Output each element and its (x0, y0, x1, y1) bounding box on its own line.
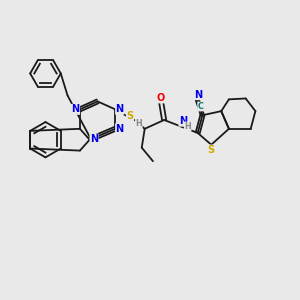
Text: N: N (194, 90, 202, 100)
Text: N: N (71, 104, 80, 114)
Text: O: O (157, 93, 165, 103)
Text: C: C (198, 102, 204, 111)
Text: S: S (126, 111, 134, 121)
Text: N: N (116, 104, 124, 114)
Text: H: H (184, 122, 191, 131)
Text: N: N (90, 134, 98, 144)
Text: H: H (135, 119, 142, 128)
Text: N: N (116, 124, 124, 134)
Text: N: N (179, 116, 187, 126)
Text: S: S (207, 145, 214, 155)
